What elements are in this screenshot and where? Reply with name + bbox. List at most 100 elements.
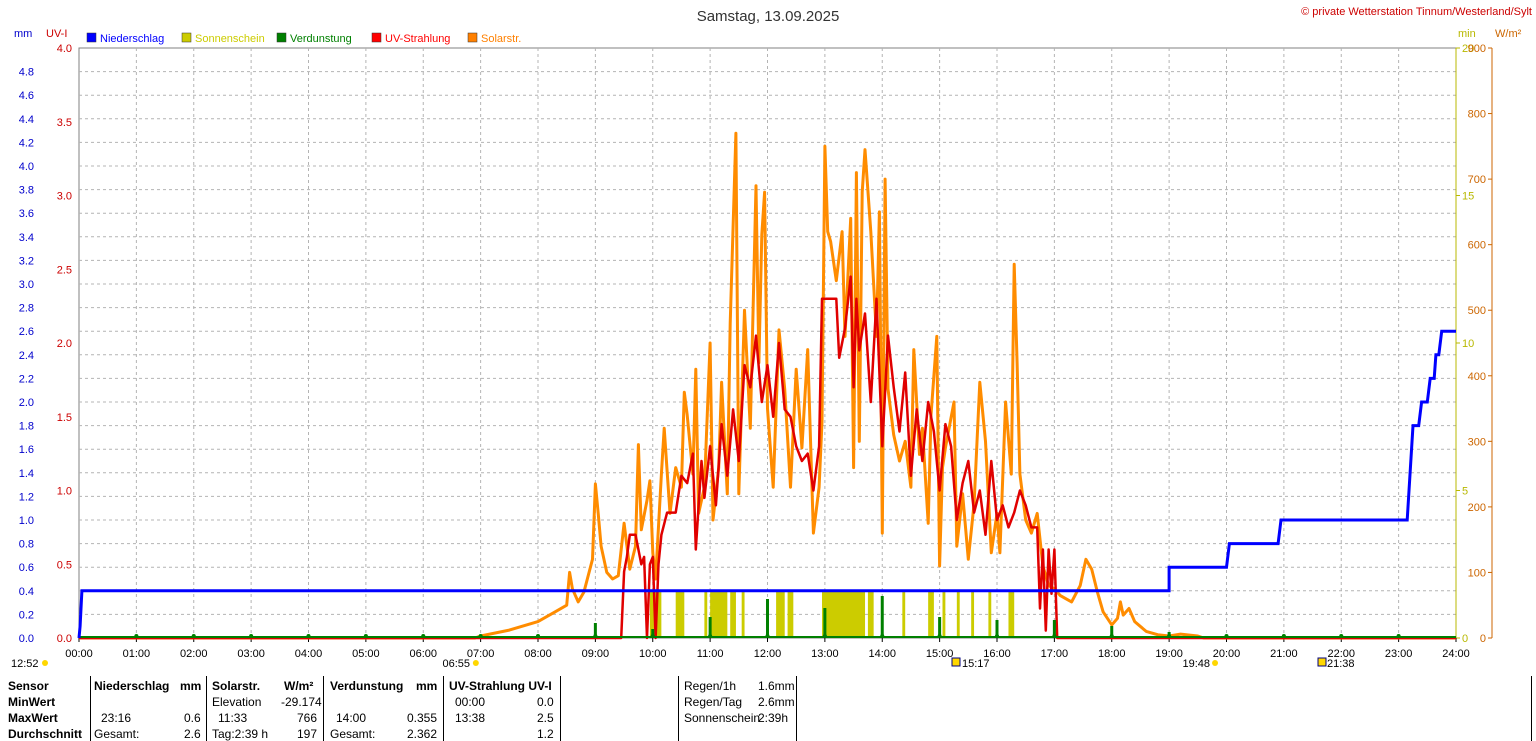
evaporation-dot	[191, 634, 196, 638]
precipitation-line	[77, 329, 1456, 639]
wm2-tick-label: 0	[1480, 633, 1486, 645]
sunshine-bar	[1008, 590, 1015, 638]
evaporation-stem	[995, 620, 999, 638]
stats-header-uv: UV-Strahlung UV-I	[449, 679, 552, 693]
mm-tick-label: 2.0	[19, 397, 34, 409]
axes: 0.0 0.2 0.4 0.6 0.8 1.0 1.2 1.4 1.6 1.8 2.0 2.2 2.4 2…	[19, 43, 1493, 660]
evaporation-stem	[708, 617, 712, 638]
evaporation-dot	[1396, 634, 1401, 638]
evaporation-stem	[1167, 632, 1171, 638]
stats-avg-v-time: Gesamt:	[330, 727, 376, 741]
evaporation-stem	[1110, 626, 1114, 638]
stats-avg-n-time: Gesamt:	[94, 727, 140, 741]
sunshine-bar	[988, 590, 992, 638]
stats-max-label: MaxWert	[8, 711, 58, 725]
uv-tick-label: 2.5	[57, 264, 72, 276]
mm-tick-label: 3.8	[19, 185, 34, 197]
evaporation-dot	[134, 634, 139, 638]
mm-tick-label: 3.4	[19, 232, 34, 244]
sunshine-bar	[956, 590, 960, 638]
stats-avg-n-value: 2.6	[184, 727, 201, 741]
sunshine-bar	[776, 590, 785, 638]
wm2-tick-label: 700	[1468, 174, 1486, 186]
uv-tick-label: 0.5	[57, 559, 72, 571]
noon-label: 12:52	[11, 658, 39, 670]
mm-tick-label: 4.2	[19, 137, 34, 149]
mm-tick-label: 1.6	[19, 444, 34, 456]
legend-swatch	[276, 32, 287, 43]
sunset-label: 19:48	[1182, 658, 1210, 670]
stats-header-sensor: Sensor	[8, 679, 49, 693]
stats-max-n-value: 0.6	[184, 711, 201, 725]
wm2-tick-label: 400	[1468, 371, 1486, 383]
uv-tick-label: 4.0	[57, 43, 72, 55]
legend-label: Verdunstung	[290, 33, 352, 45]
mm-tick-label: 3.0	[19, 279, 34, 291]
legend: Niederschlag Sonnenschein Verdunstung UV-St…	[86, 32, 521, 45]
stats-max-uv-time: 13:38	[455, 711, 486, 725]
sunshine-bar	[658, 590, 662, 638]
uv-tick-label: 1.0	[57, 486, 72, 498]
evaporation-stem	[823, 608, 827, 638]
min-tick-label: 0	[1462, 633, 1468, 645]
time-tick-label: 19:00	[1155, 648, 1183, 660]
legend-label: Niederschlag	[100, 33, 164, 45]
time-tick-label: 07:00	[467, 648, 495, 660]
uv-line	[79, 275, 1456, 640]
time-tick-label: 04:00	[295, 648, 323, 660]
time-tick-label: 02:00	[180, 648, 208, 660]
mm-tick-label: 2.6	[19, 326, 34, 338]
stats-avg-solar-value: 197	[297, 727, 318, 741]
weather-chart: Samstag, 13.09.2025 © private Wetterstat…	[11, 6, 1532, 670]
solar-line	[79, 131, 1456, 640]
time-tick-label: 18:00	[1098, 648, 1126, 660]
time-tick-label: 21:00	[1270, 648, 1298, 660]
evaporation-dot	[1339, 634, 1344, 638]
mm-tick-label: 0.0	[19, 633, 34, 645]
stats-min-solar-time: Elevation	[212, 695, 262, 709]
sunshine-bar	[710, 590, 728, 638]
time-tick-label: 16:00	[983, 648, 1011, 660]
copyright-text: © private Wetterstation Tinnum/Westerlan…	[1301, 6, 1532, 18]
noon-sun-icon	[42, 660, 48, 666]
legend-label: Sonnenschein	[195, 33, 265, 45]
stats-min-solar-value: -29.174	[281, 695, 322, 709]
stats-min-label: MinWert	[8, 695, 56, 709]
time-tick-label: 11:00	[697, 648, 724, 660]
sunshine-bar	[675, 590, 685, 638]
uv-tick-label: 0.0	[57, 633, 72, 645]
time-tick-label: 20:00	[1213, 648, 1241, 660]
sunshine-bar	[971, 590, 975, 638]
mm-tick-label: 4.0	[19, 161, 34, 173]
time-tick-label: 01:00	[123, 648, 151, 660]
evaporation-stem	[651, 629, 655, 638]
wm2-tick-label: 600	[1468, 240, 1486, 252]
time-tick-label: 03:00	[237, 648, 265, 660]
evaporation-dot	[1281, 634, 1286, 638]
mm-tick-label: 1.8	[19, 421, 34, 433]
sunshine-bar	[704, 590, 708, 638]
series-layer	[77, 131, 1456, 640]
stats-avg-solar-time: Tag:2:39 h	[212, 727, 269, 741]
time-markers: 12:52 06:55 19:48 15:17 21:38	[11, 657, 1355, 670]
chart-title: Samstag, 13.09.2025	[697, 8, 840, 25]
mm-tick-label: 4.8	[19, 67, 34, 79]
uv-tick-label: 3.5	[57, 117, 72, 129]
stats-max-solar-value: 766	[297, 711, 318, 725]
uv-tick-label: 1.5	[57, 412, 72, 424]
unit-mm: mm	[14, 28, 32, 40]
time-tick-label: 00:00	[65, 648, 93, 660]
moonset-icon	[1317, 657, 1327, 667]
stats-min-uv-time: 00:00	[455, 695, 486, 709]
summary-sonnenschein-value: 2:39h	[758, 711, 789, 725]
uv-tick-label: 2.0	[57, 338, 72, 350]
min-tick-label: 10	[1462, 338, 1474, 350]
evaporation-dot	[249, 634, 254, 638]
mm-tick-label: 4.4	[19, 114, 34, 126]
summary-regen-tag-value: 2.6mm	[758, 695, 795, 709]
stats-max-n-time: 23:16	[101, 711, 132, 725]
time-tick-label: 15:00	[926, 648, 954, 660]
evaporation-stem	[1052, 620, 1056, 638]
min-tick-label: 20	[1462, 43, 1474, 55]
time-tick-label: 14:00	[868, 648, 896, 660]
